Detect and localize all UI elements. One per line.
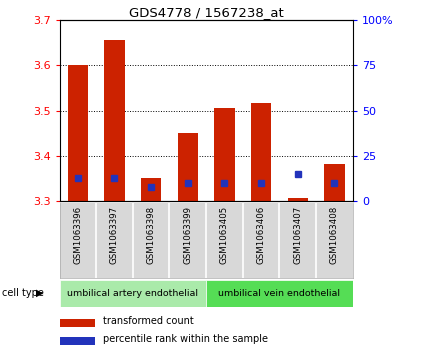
Bar xyxy=(324,164,345,201)
Text: umbilical artery endothelial: umbilical artery endothelial xyxy=(67,289,198,298)
Bar xyxy=(178,133,198,201)
Text: percentile rank within the sample: percentile rank within the sample xyxy=(104,334,269,344)
Bar xyxy=(206,280,353,307)
Text: GSM1063397: GSM1063397 xyxy=(110,205,119,264)
Bar xyxy=(105,40,125,201)
Text: cell type: cell type xyxy=(2,288,44,298)
Text: GSM1063407: GSM1063407 xyxy=(293,205,302,264)
Bar xyxy=(288,198,308,201)
Bar xyxy=(68,65,88,201)
Text: transformed count: transformed count xyxy=(104,316,194,326)
Text: GSM1063406: GSM1063406 xyxy=(257,205,266,264)
Text: umbilical vein endothelial: umbilical vein endothelial xyxy=(218,289,340,298)
Text: GSM1063398: GSM1063398 xyxy=(147,205,156,264)
Text: GSM1063408: GSM1063408 xyxy=(330,205,339,264)
Text: GSM1063396: GSM1063396 xyxy=(74,205,82,264)
Text: ▶: ▶ xyxy=(36,288,43,298)
Title: GDS4778 / 1567238_at: GDS4778 / 1567238_at xyxy=(129,6,283,19)
Bar xyxy=(251,103,271,201)
Bar xyxy=(60,319,95,327)
Text: GSM1063399: GSM1063399 xyxy=(183,205,192,264)
Bar xyxy=(60,337,95,345)
Bar xyxy=(141,178,161,201)
Bar xyxy=(60,280,206,307)
Bar xyxy=(214,107,235,201)
Text: GSM1063405: GSM1063405 xyxy=(220,205,229,264)
